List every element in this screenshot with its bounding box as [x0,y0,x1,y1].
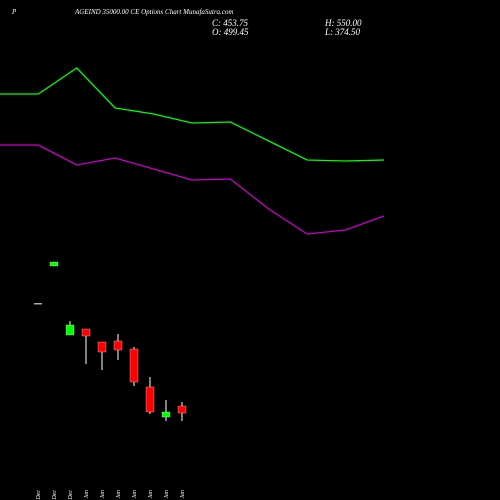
x-tick-label: 13 Jan [180,490,186,500]
indicator-line [0,144,385,235]
ohlc-label: L: 374.50 [324,27,361,37]
candle-body [81,328,91,337]
candle-body [161,411,171,418]
x-tick-label: 12 Jan [164,490,170,500]
x-tick-label: 30 Dec [68,490,74,500]
candle-body [49,261,59,267]
candle-body [34,303,42,305]
candle-body [177,405,187,414]
indicator-line [0,67,385,162]
x-tick-label: 09 Jan [148,490,154,500]
chart-title: AGEIND 35000.00 CE Options Chart MunafaS… [74,8,233,16]
ohlc-label: C: 453.75 [212,18,249,28]
x-tick-label: 08 Jan [132,490,138,500]
x-tick-label: 19 Dec [36,490,42,500]
x-tick-label: 03 Jan [84,490,90,500]
x-tick-label: 07 Jan [116,490,122,500]
x-tick-label: 26 Dec [52,490,58,500]
candle-body [129,348,139,383]
ohlc-label: H: 550.00 [324,18,362,28]
x-tick-label: 06 Jan [100,490,106,500]
candle-body [97,341,107,353]
ohlc-label: O: 499.45 [212,27,249,37]
title-prefix: P [11,8,17,16]
candle-body [65,324,75,336]
candle-body [145,386,155,413]
candle-body [113,340,123,351]
